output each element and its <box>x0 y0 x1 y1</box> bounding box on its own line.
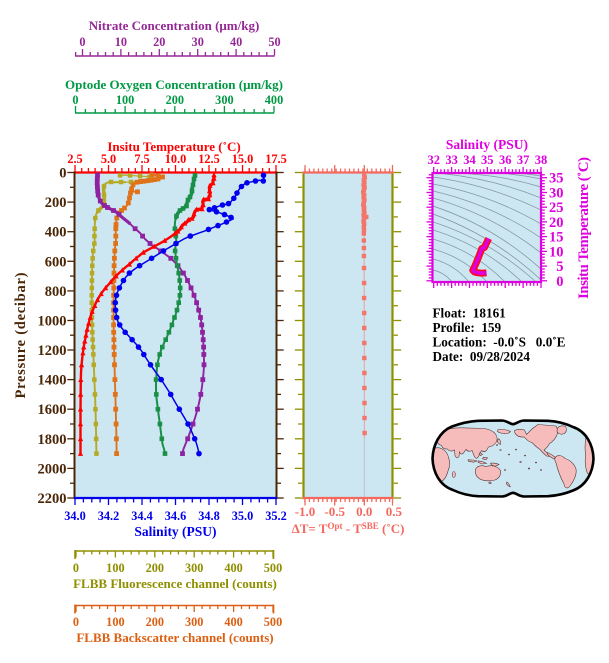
svg-text:0: 0 <box>59 166 66 182</box>
svg-text:Location: -0.0˚S 0.0˚E: Location: -0.0˚S 0.0˚E <box>433 335 566 350</box>
svg-text:ΔT= TOpt - TSBE (˚C): ΔT= TOpt - TSBE (˚C) <box>292 521 405 536</box>
svg-text:200: 200 <box>166 93 184 107</box>
svg-text:Salinity (PSU): Salinity (PSU) <box>134 524 216 539</box>
svg-text:FLBB Fluorescence channel (cou: FLBB Fluorescence channel (counts) <box>73 576 277 591</box>
svg-text:0.0: 0.0 <box>356 504 372 519</box>
svg-text:25: 25 <box>549 200 564 216</box>
svg-text:0: 0 <box>73 615 79 629</box>
svg-text:34.8: 34.8 <box>198 509 220 523</box>
svg-text:32: 32 <box>427 153 440 167</box>
svg-text:30: 30 <box>549 186 564 202</box>
svg-text:Date: 09/28/2024: Date: 09/28/2024 <box>433 349 531 364</box>
svg-text:10.0: 10.0 <box>165 152 187 166</box>
svg-text:400: 400 <box>45 225 67 241</box>
svg-text:300: 300 <box>185 615 203 629</box>
svg-text:800: 800 <box>45 284 67 300</box>
svg-text:200: 200 <box>146 615 164 629</box>
svg-text:33: 33 <box>445 153 458 167</box>
svg-text:35: 35 <box>549 171 564 187</box>
svg-text:200: 200 <box>45 195 67 211</box>
svg-text:Pressure (decibar): Pressure (decibar) <box>13 272 29 398</box>
svg-text:20: 20 <box>549 215 564 231</box>
svg-text:300: 300 <box>215 93 233 107</box>
svg-text:17.5: 17.5 <box>265 152 287 166</box>
svg-text:-1.0: -1.0 <box>295 504 316 519</box>
svg-text:100: 100 <box>116 93 134 107</box>
svg-text:50: 50 <box>268 35 280 49</box>
svg-text:35.2: 35.2 <box>265 509 287 523</box>
svg-text:Nitrate Concentration (μm/kg): Nitrate Concentration (μm/kg) <box>89 18 260 33</box>
svg-text:2.5: 2.5 <box>67 152 82 166</box>
svg-text:10: 10 <box>115 35 127 49</box>
svg-text:-0.5: -0.5 <box>324 504 345 519</box>
svg-text:37: 37 <box>517 153 530 167</box>
svg-text:1600: 1600 <box>38 402 67 418</box>
svg-text:100: 100 <box>106 615 124 629</box>
svg-text:Float: 18161: Float: 18161 <box>433 306 506 321</box>
svg-text:34.2: 34.2 <box>98 509 120 523</box>
svg-text:30: 30 <box>192 35 204 49</box>
svg-text:12.5: 12.5 <box>198 152 220 166</box>
svg-text:15: 15 <box>549 230 564 246</box>
svg-text:400: 400 <box>224 561 242 575</box>
svg-text:0: 0 <box>79 35 85 49</box>
svg-text:34.4: 34.4 <box>131 509 153 523</box>
svg-text:Salinity (PSU): Salinity (PSU) <box>446 137 528 152</box>
svg-text:1000: 1000 <box>38 314 67 330</box>
svg-text:2000: 2000 <box>38 461 67 477</box>
svg-text:5: 5 <box>556 259 563 275</box>
svg-text:400: 400 <box>224 615 242 629</box>
svg-text:7.5: 7.5 <box>134 152 149 166</box>
svg-text:15.0: 15.0 <box>232 152 254 166</box>
svg-text:35.0: 35.0 <box>232 509 254 523</box>
svg-text:1400: 1400 <box>38 373 67 389</box>
svg-text:0: 0 <box>556 274 563 290</box>
svg-text:34: 34 <box>463 153 476 167</box>
svg-text:FLBB Backscatter channel (coun: FLBB Backscatter channel (counts) <box>76 630 273 645</box>
svg-text:34.6: 34.6 <box>165 509 187 523</box>
svg-text:600: 600 <box>45 254 67 270</box>
svg-text:200: 200 <box>146 561 164 575</box>
svg-text:500: 500 <box>264 561 282 575</box>
svg-text:34.0: 34.0 <box>64 509 86 523</box>
svg-text:Optode Oxygen Concentration (μ: Optode Oxygen Concentration (μm/kg) <box>65 77 283 92</box>
svg-text:10: 10 <box>549 244 564 260</box>
svg-text:0: 0 <box>73 561 79 575</box>
svg-text:Profile: 159: Profile: 159 <box>433 320 502 335</box>
svg-text:300: 300 <box>185 561 203 575</box>
svg-text:36: 36 <box>499 153 512 167</box>
svg-text:400: 400 <box>265 93 283 107</box>
svg-text:2200: 2200 <box>38 491 67 507</box>
svg-text:Insitu Temperature (˚C): Insitu Temperature (˚C) <box>107 139 240 154</box>
svg-text:0: 0 <box>72 93 78 107</box>
svg-text:Insitu Temperature (˚C): Insitu Temperature (˚C) <box>576 157 592 299</box>
svg-text:1800: 1800 <box>38 432 67 448</box>
svg-text:20: 20 <box>153 35 165 49</box>
svg-text:0.5: 0.5 <box>386 504 403 519</box>
svg-text:1200: 1200 <box>38 343 67 359</box>
svg-text:35: 35 <box>481 153 494 167</box>
svg-text:38: 38 <box>535 153 548 167</box>
svg-text:5.0: 5.0 <box>101 152 116 166</box>
svg-text:100: 100 <box>106 561 124 575</box>
svg-text:40: 40 <box>230 35 242 49</box>
svg-text:500: 500 <box>264 615 282 629</box>
